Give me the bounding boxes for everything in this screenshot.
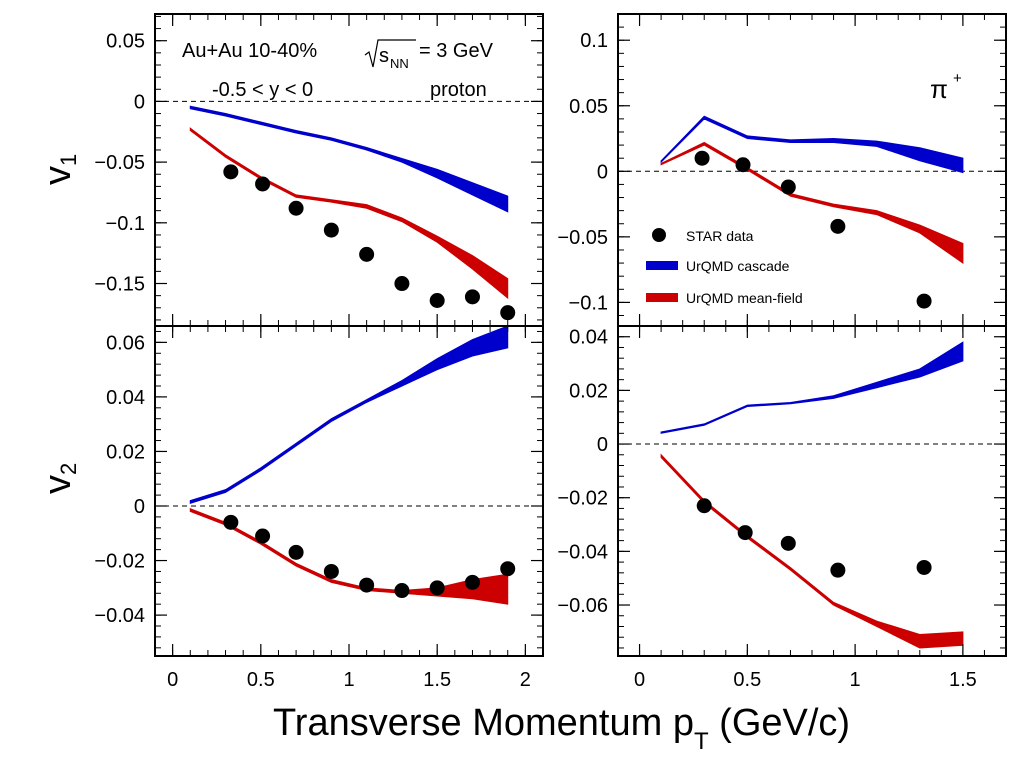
star-point	[223, 164, 239, 180]
star-point	[255, 176, 271, 192]
y-tick-label: −0.05	[94, 152, 145, 174]
meanfield-band	[189, 507, 509, 605]
y-tick-label: −0.15	[94, 274, 145, 296]
ylabel-top-sub: 1	[56, 154, 81, 166]
star-point	[780, 179, 796, 195]
star-point	[429, 293, 445, 309]
xlabel-sub: T	[694, 728, 709, 755]
star-point	[830, 562, 846, 578]
annotation-rapidity: -0.5 < y < 0	[212, 79, 313, 101]
y-tick-label: 0.02	[569, 380, 608, 402]
star-point	[916, 559, 932, 575]
cascade-band	[189, 105, 509, 213]
y-tick-label: −0.1	[569, 292, 608, 314]
star-point	[916, 293, 932, 309]
legend-label-cascade: UrQMD cascade	[686, 258, 790, 274]
star-point	[830, 218, 846, 234]
xlabel-main: Transverse Momentum pT (GeV/c)	[273, 702, 850, 755]
x-tick-label: 0.5	[733, 669, 761, 691]
y-tick-label: −0.06	[557, 595, 608, 617]
star-point	[694, 150, 710, 166]
xlabel-main-text: Transverse Momentum p	[273, 702, 694, 744]
star-point	[464, 574, 480, 590]
annotation-pion-sup: +	[953, 70, 962, 87]
x-tick-label: 1	[343, 669, 354, 691]
annotation-energy: = 3 GeV	[419, 40, 494, 62]
star-point	[500, 561, 516, 577]
cascade-band	[660, 341, 964, 434]
ylabel-top: v	[37, 166, 79, 185]
x-tick-label: 0.5	[247, 669, 275, 691]
legend-swatch-meanfield	[646, 293, 678, 302]
star-point	[288, 200, 304, 216]
cascade-band	[660, 115, 964, 174]
star-point	[255, 528, 271, 544]
star-point	[359, 246, 375, 262]
star-point	[323, 222, 339, 238]
x-tick-label: 0	[634, 669, 645, 691]
y-tick-label: −0.02	[557, 488, 608, 510]
star-point	[464, 289, 480, 305]
panel-proton-v1: 0.05 0 −0.05 −0.1 −0.15	[94, 13, 544, 327]
y-tick-label: −0.05	[557, 227, 608, 249]
star-point	[288, 544, 304, 560]
meanfield-band	[189, 127, 509, 300]
y-tick-label: 0.06	[106, 332, 145, 354]
y-tick-label: −0.02	[94, 551, 145, 573]
legend-marker-star	[652, 228, 666, 242]
plot-frame	[154, 325, 544, 657]
y-tick-label: 0.04	[569, 327, 608, 349]
star-point	[394, 276, 410, 292]
star-point	[359, 577, 375, 593]
plot-frame	[617, 325, 1007, 657]
meanfield-band	[660, 453, 964, 649]
legend-swatch-cascade	[646, 261, 678, 270]
y-tick-label: 0.04	[106, 387, 145, 409]
star-point	[323, 563, 339, 579]
panel-pion-v2: 0.04 0.02 0 −0.02 −0.04 −0.06 0 0.5 1 1.5	[557, 325, 1007, 691]
star-point	[737, 525, 753, 541]
x-tick-label: 1	[850, 669, 861, 691]
cascade-band	[189, 325, 509, 504]
star-point	[735, 157, 751, 173]
y-tick-label: −0.04	[557, 541, 608, 563]
star-point	[696, 498, 712, 514]
x-tick-label: 1.5	[423, 669, 451, 691]
x-tick-label: 2	[520, 669, 531, 691]
y-tick-label: 0	[597, 434, 608, 456]
star-point	[394, 583, 410, 599]
x-tick-label: 0	[167, 669, 178, 691]
star-point	[223, 514, 239, 530]
panel-pion-v1: 0.1 0.05 0 −0.05 −0.1	[557, 13, 1007, 327]
annotation-pion: π	[930, 74, 948, 104]
y-tick-label: 0.1	[580, 30, 608, 52]
ylabel-bottom-sub: 2	[56, 463, 81, 475]
x-tick-label: 1.5	[949, 669, 977, 691]
y-tick-label: 0	[597, 161, 608, 183]
annotation-sqrt: s	[379, 45, 389, 67]
y-tick-label: 0.05	[569, 96, 608, 118]
ylabel-bottom: v	[37, 475, 79, 494]
y-tick-label: −0.1	[106, 213, 145, 235]
legend: STAR data UrQMD cascade UrQMD mean-field	[646, 228, 803, 306]
y-tick-label: 0.05	[106, 31, 145, 53]
meanfield-band	[660, 141, 964, 265]
star-point	[500, 305, 516, 321]
star-point	[780, 535, 796, 551]
y-tick-label: 0	[134, 91, 145, 113]
sqrt-symbol	[364, 39, 416, 68]
legend-label-star: STAR data	[686, 228, 754, 244]
y-tick-label: −0.04	[94, 605, 145, 627]
legend-label-meanfield: UrQMD mean-field	[686, 290, 803, 306]
y-tick-label: 0	[134, 496, 145, 518]
plot-frame	[617, 13, 1007, 327]
annotation-proton: proton	[430, 79, 487, 101]
xlabel-unit: (GeV/c)	[709, 702, 850, 744]
star-point	[429, 580, 445, 596]
panel-proton-v2: 0.06 0.04 0.02 0 −0.02 −0.04 0 0.5 1 1.5 2	[94, 325, 544, 691]
annotation-sqrt-sub: NN	[390, 56, 409, 71]
annotation-system: Au+Au 10-40%	[182, 40, 317, 62]
y-tick-label: 0.02	[106, 441, 145, 463]
